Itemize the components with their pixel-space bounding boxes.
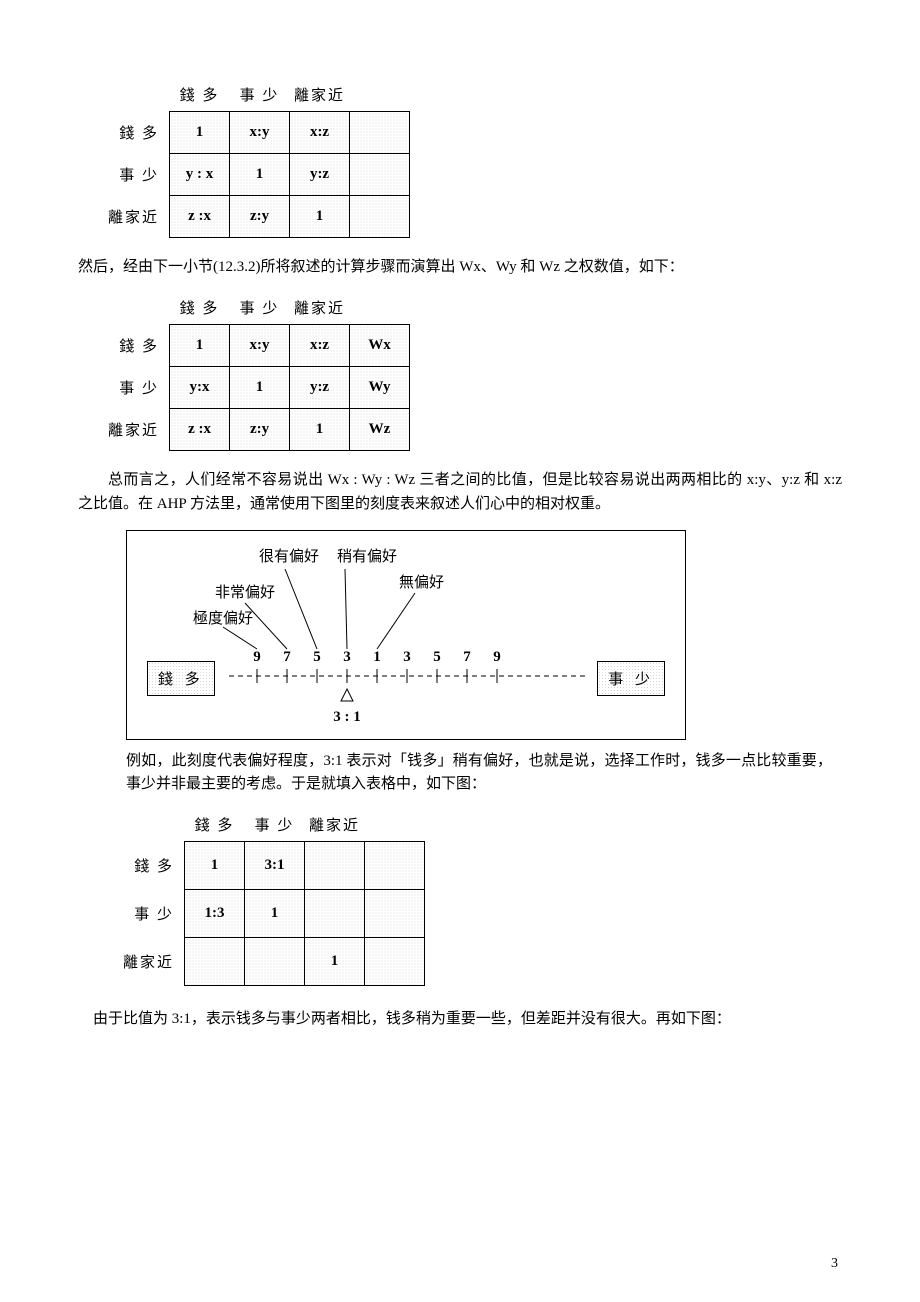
cell: 1: [290, 409, 350, 451]
cell: 1: [185, 842, 245, 890]
row-header: 錢 多: [108, 112, 170, 154]
table-row: 事 少 y:x 1 y:z Wy: [108, 367, 410, 409]
row-header: 錢 多: [108, 325, 170, 367]
cell: [350, 112, 410, 154]
tick: 7: [283, 649, 291, 665]
cell: 1: [170, 325, 230, 367]
scale-svg: 9 7 5 3 1 3 5 7 9: [127, 531, 687, 741]
tick: 7: [463, 649, 471, 665]
cell: 1: [305, 938, 365, 986]
col-header: 事 少: [230, 80, 290, 112]
label-very: 非常偏好: [215, 584, 275, 601]
comparison-table-3: 錢 多 事 少 離家近 錢 多 1 3:1 事 少 1:3 1 離家近: [123, 810, 842, 986]
cell: [365, 890, 425, 938]
cell: Wx: [350, 325, 410, 367]
row-header: 離家近: [108, 196, 170, 238]
cell: x:y: [230, 112, 290, 154]
cell: z:y: [230, 409, 290, 451]
cell: y : x: [170, 154, 230, 196]
tick: 1: [373, 649, 381, 665]
cell: 1: [230, 154, 290, 196]
cell: [185, 938, 245, 986]
paragraph-2: 总而言之，人们经常不容易说出 Wx : Wy : Wz 三者之间的比值，但是比较…: [78, 469, 842, 516]
col-header: 離家近: [290, 293, 350, 325]
cell: z:y: [230, 196, 290, 238]
col-header: 離家近: [290, 80, 350, 112]
tick: 5: [433, 649, 441, 665]
table-row: 事 少 y : x 1 y:z: [108, 154, 410, 196]
label-extreme: 極度偏好: [193, 610, 253, 627]
col-header: 離家近: [305, 810, 365, 842]
cell: Wy: [350, 367, 410, 409]
row-header: 錢 多: [123, 842, 185, 890]
col-header: 錢 多: [170, 80, 230, 112]
row-header: 離家近: [123, 938, 185, 986]
row-header: 事 少: [123, 890, 185, 938]
row-header: 事 少: [108, 154, 170, 196]
cell: [350, 196, 410, 238]
cell: 1: [245, 890, 305, 938]
cell: 3:1: [245, 842, 305, 890]
tick: 3: [403, 649, 411, 665]
page-number: 3: [831, 1256, 838, 1272]
tick: 9: [253, 649, 261, 665]
cell: x:y: [230, 325, 290, 367]
paragraph-3: 例如，此刻度代表偏好程度，3:1 表示对「钱多」稍有偏好，也就是说，选择工作时，…: [126, 750, 832, 797]
page: 錢 多 事 少 離家近 錢 多 1 x:y x:z 事 少 y : x 1 y:…: [0, 0, 920, 1302]
marker-label: 3 : 1: [333, 709, 361, 725]
cell: Wz: [350, 409, 410, 451]
col-header: 錢 多: [185, 810, 245, 842]
cell: 1:3: [185, 890, 245, 938]
label-none: 無偏好: [399, 574, 444, 591]
cell: 1: [170, 112, 230, 154]
cell: y:x: [170, 367, 230, 409]
cell: x:z: [290, 325, 350, 367]
col-header: 事 少: [245, 810, 305, 842]
cell: 1: [290, 196, 350, 238]
table-row: 錢 多 1 3:1: [123, 842, 425, 890]
cell: y:z: [290, 154, 350, 196]
row-header: 離家近: [108, 409, 170, 451]
cell: 1: [230, 367, 290, 409]
cell: [350, 154, 410, 196]
col-header: 事 少: [230, 293, 290, 325]
paragraph-4: 由于比值为 3:1，表示钱多与事少两者相比，钱多稍为重要一些，但差距并没有很大。…: [78, 1008, 842, 1031]
col-header: 錢 多: [170, 293, 230, 325]
cell: z :x: [170, 196, 230, 238]
cell: z :x: [170, 409, 230, 451]
paragraph-1: 然后，经由下一小节(12.3.2)所将叙述的计算步骤而演算出 Wx、Wy 和 W…: [78, 256, 842, 279]
table-row: 離家近 z :x z:y 1: [108, 196, 410, 238]
cell: [245, 938, 305, 986]
tick: 9: [493, 649, 501, 665]
label-quite: 很有偏好: [259, 548, 319, 565]
tick: 5: [313, 649, 321, 665]
table-row: 離家近 1: [123, 938, 425, 986]
comparison-table-2: 錢 多 事 少 離家近 錢 多 1 x:y x:z Wx 事 少 y:x 1 y…: [108, 293, 842, 451]
row-header: 事 少: [108, 367, 170, 409]
preference-scale-diagram: 錢 多 事 少: [126, 530, 842, 740]
cell: y:z: [290, 367, 350, 409]
cell: x:z: [290, 112, 350, 154]
table-row: 錢 多 1 x:y x:z: [108, 112, 410, 154]
table-row: 錢 多 1 x:y x:z Wx: [108, 325, 410, 367]
cell: [365, 842, 425, 890]
table-row: 離家近 z :x z:y 1 Wz: [108, 409, 410, 451]
tick: 3: [343, 649, 351, 665]
cell: [305, 842, 365, 890]
label-some: 稍有偏好: [337, 548, 397, 565]
marker-triangle-icon: [341, 689, 353, 701]
cell: [365, 938, 425, 986]
table-row: 事 少 1:3 1: [123, 890, 425, 938]
comparison-table-1: 錢 多 事 少 離家近 錢 多 1 x:y x:z 事 少 y : x 1 y:…: [108, 80, 842, 238]
cell: [305, 890, 365, 938]
